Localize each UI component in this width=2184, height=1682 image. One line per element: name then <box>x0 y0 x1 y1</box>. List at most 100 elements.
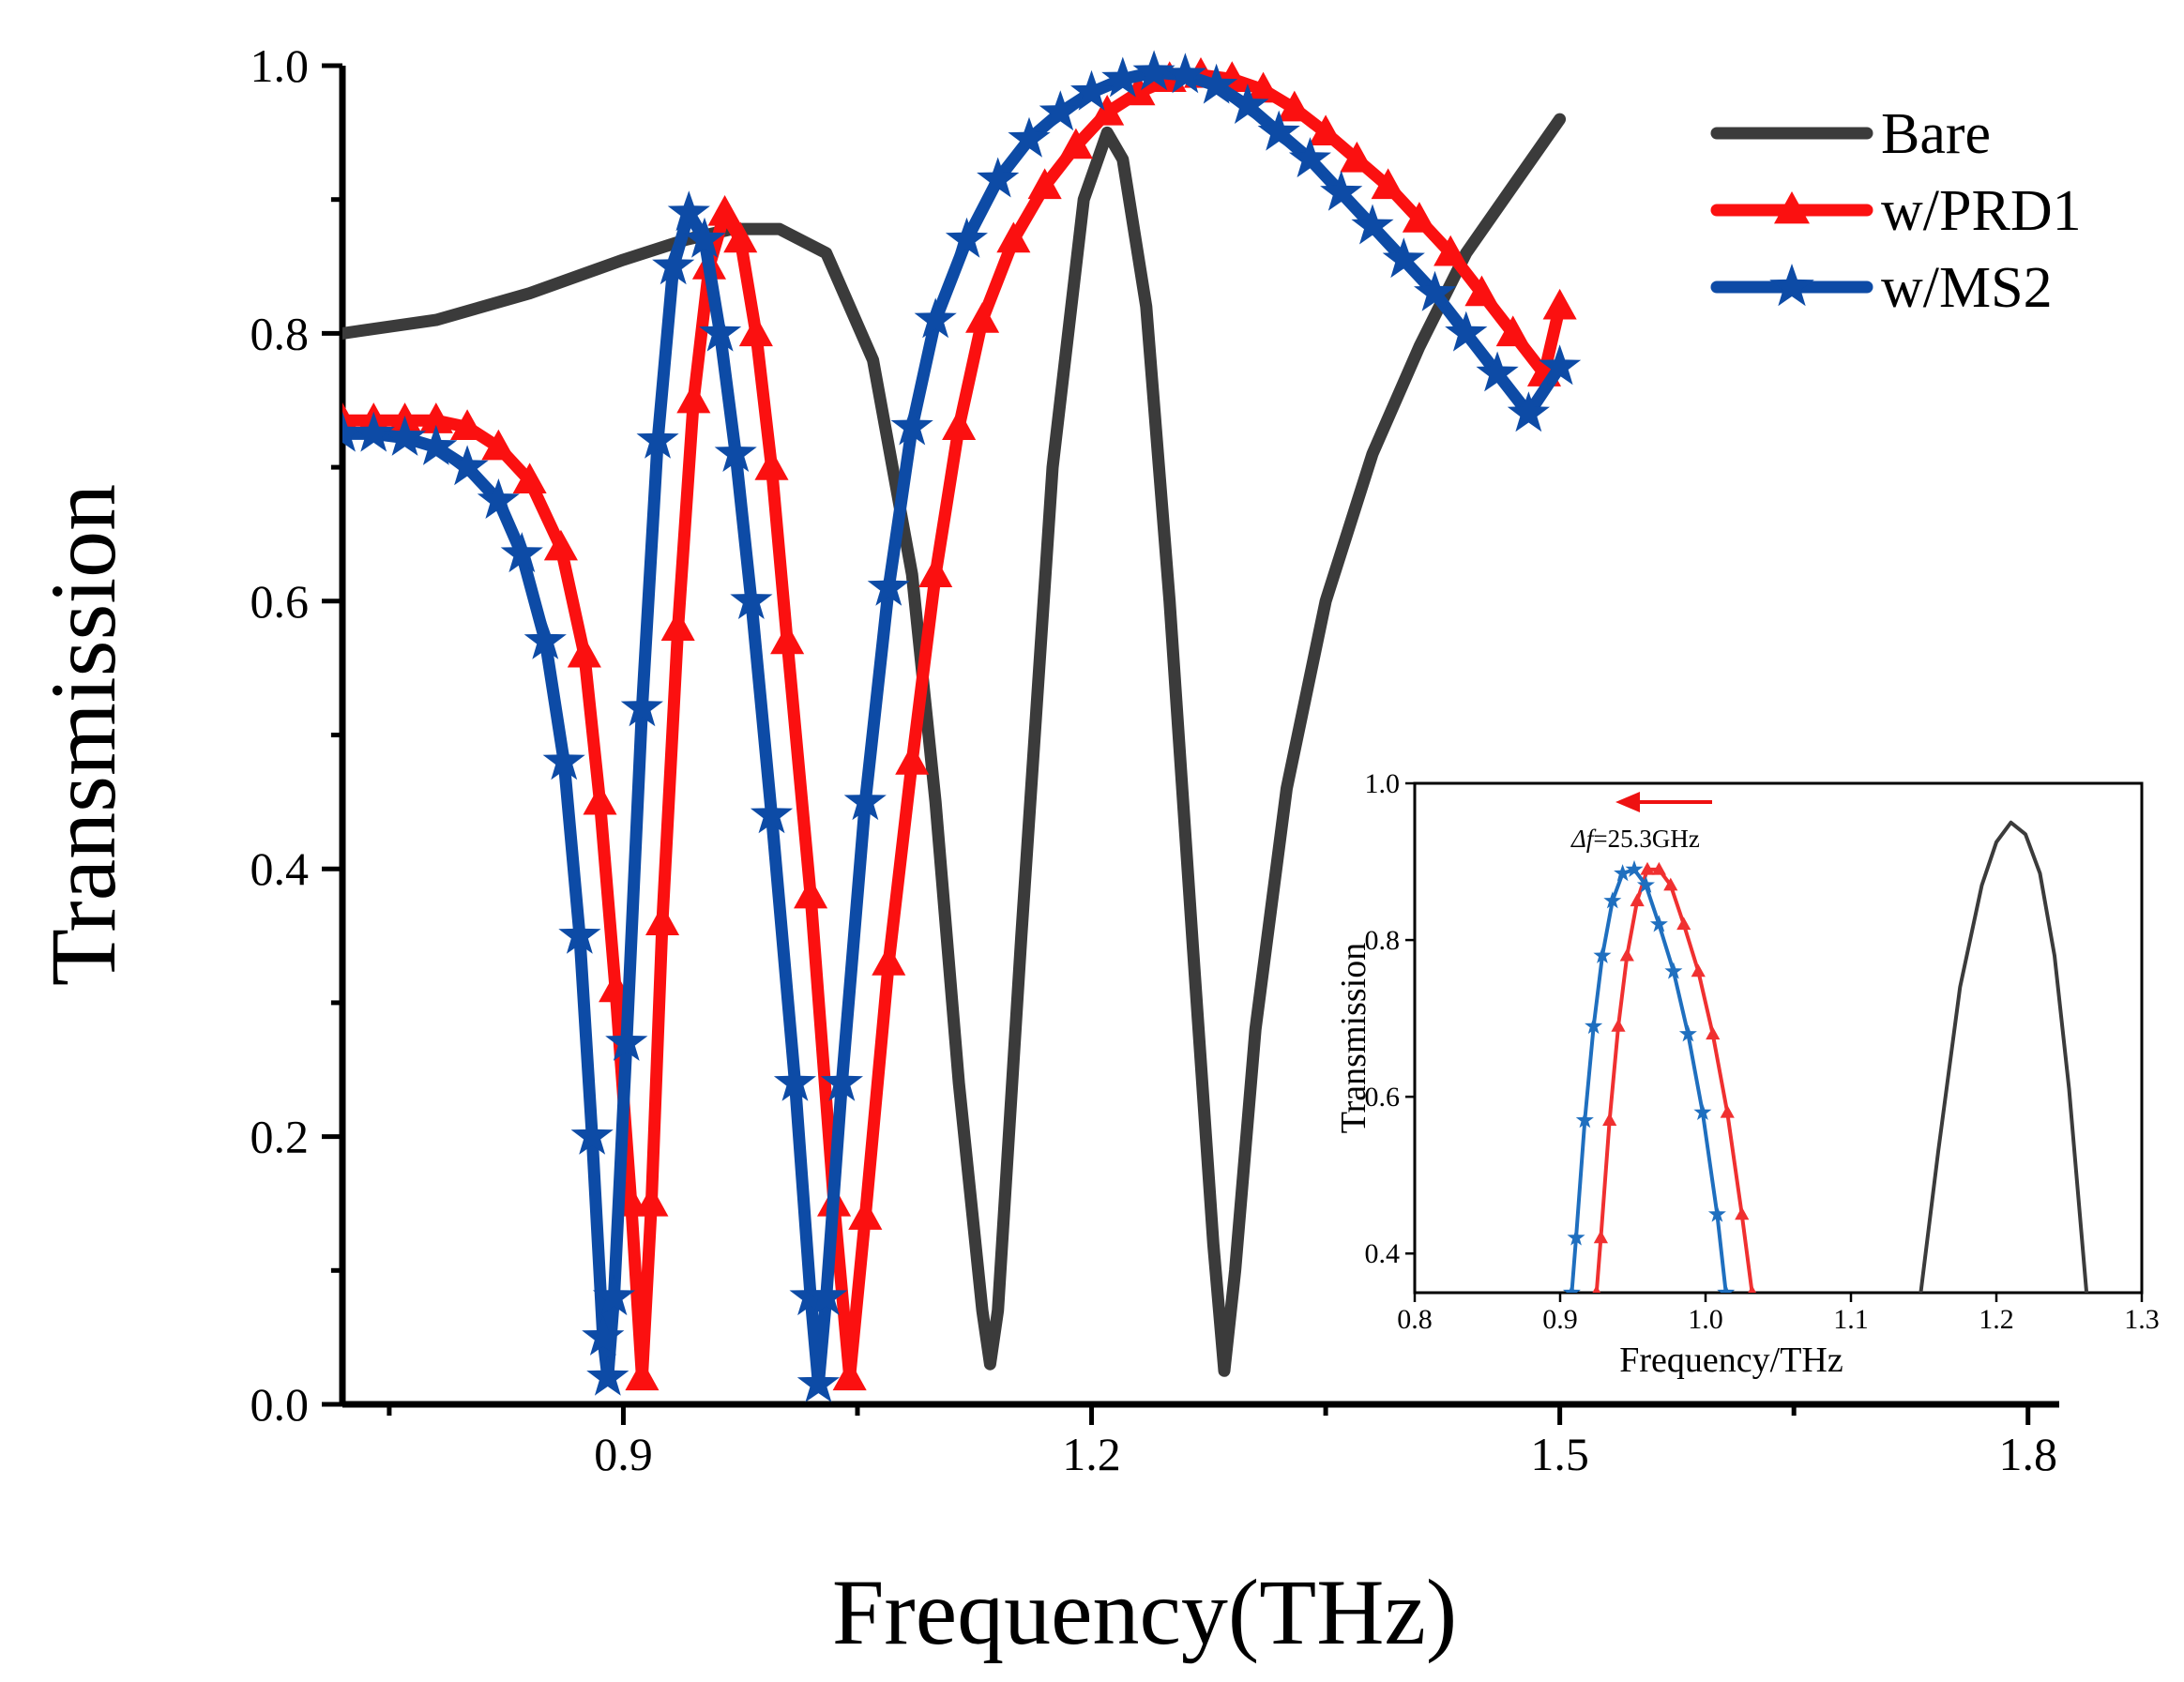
inset-data-point <box>1664 962 1683 979</box>
main-data-point <box>1121 74 1156 106</box>
main-data-point <box>542 739 585 780</box>
main-data-point <box>586 1355 629 1396</box>
main-data-point <box>512 462 547 494</box>
legend-label: Bare <box>1881 102 1991 166</box>
main-data-point <box>477 478 520 519</box>
inset-data-point <box>1611 1018 1626 1032</box>
main-data-point <box>1195 63 1238 104</box>
main-data-point <box>1542 288 1577 320</box>
main-data-point <box>1090 94 1125 126</box>
main-data-point <box>667 190 710 232</box>
main-data-point <box>1340 141 1374 173</box>
inset-data-point <box>1748 1285 1757 1293</box>
main-data-point <box>945 217 988 258</box>
inset-data-point <box>1707 1205 1726 1222</box>
main-data-point <box>750 793 794 834</box>
main-data-point <box>1008 116 1051 158</box>
main-data-point <box>636 417 679 459</box>
main-data-point <box>714 432 757 472</box>
main-data-point <box>1132 50 1175 91</box>
inset-data-point <box>1562 1283 1581 1293</box>
inset-x-tick-label: 0.8 <box>1397 1304 1433 1335</box>
main-data-point <box>805 1275 848 1316</box>
main-data-point <box>965 302 1000 333</box>
inset-data-point <box>1663 877 1678 891</box>
inset-data-point <box>1630 893 1645 907</box>
main-data-point <box>645 904 680 935</box>
main-data-point <box>625 1359 660 1391</box>
main-data-point <box>890 404 933 446</box>
main-data-point <box>1320 170 1363 211</box>
main-data-point <box>977 157 1020 198</box>
inset-data-point <box>1651 861 1666 875</box>
inset-x-axis-title: Frequency/THz <box>1619 1341 1843 1380</box>
inset-data-point <box>1649 915 1668 932</box>
main-data-point <box>676 382 711 414</box>
inset-y-tick-label: 0.6 <box>1365 1082 1401 1113</box>
legend-label: w/PRD1 <box>1881 179 2082 243</box>
main-data-point <box>723 221 758 253</box>
inset-frame <box>1413 781 2144 1295</box>
inset-data-point <box>1567 1228 1585 1246</box>
inset-data-point <box>1602 1113 1617 1126</box>
main-series-group <box>342 50 1582 1402</box>
main-data-point <box>848 1199 883 1230</box>
inset-x-tick-label: 1.3 <box>2124 1304 2160 1335</box>
main-data-point <box>683 217 726 258</box>
main-data-point <box>450 409 485 440</box>
main-data-point <box>1246 71 1281 103</box>
main-series-line-star <box>342 66 1567 1391</box>
main-data-point <box>1351 204 1394 245</box>
main-data-point <box>620 686 663 727</box>
main-y-axis-title: Transmission <box>31 484 135 986</box>
main-data-point <box>843 780 887 821</box>
legend-marker-triangle <box>1774 191 1810 224</box>
inset-series-line-none <box>1919 820 2089 1293</box>
main-data-point <box>1027 168 1062 200</box>
main-series-line-none <box>342 113 1567 1377</box>
delta-f-value: =25.3GHz <box>1593 825 1699 853</box>
main-data-point <box>558 913 601 954</box>
main-data-point <box>418 402 453 433</box>
inset-data-point <box>1678 1024 1697 1042</box>
inset-data-point <box>1691 963 1706 977</box>
main-data-point <box>699 311 742 352</box>
legend-label: w/MS2 <box>1881 256 2053 320</box>
main-data-point <box>820 1060 863 1101</box>
inset-data-point <box>1640 861 1655 875</box>
main-x-tick-label: 1.2 <box>1062 1428 1121 1480</box>
inset-data-point <box>1575 1111 1594 1129</box>
main-data-point <box>1433 235 1468 266</box>
main-data-point <box>1309 114 1343 146</box>
main-y-tick-label: 0.0 <box>250 1378 310 1431</box>
main-data-point <box>1382 237 1425 279</box>
inset-data-point <box>1676 917 1691 931</box>
main-data-point <box>583 783 617 815</box>
inset-data-point <box>1720 1104 1735 1118</box>
main-data-point <box>582 1314 625 1356</box>
main-data-point <box>543 529 578 561</box>
main-data-point <box>773 1060 816 1101</box>
main-panel: 0.9 1.2 1.5 1.8 0.0 0.2 0.4 0.6 0.8 1.0 Frequency(… <box>31 39 2059 1664</box>
inset-x-tick-label: 1.0 <box>1688 1304 1723 1335</box>
main-data-point <box>770 623 805 655</box>
inset-data-point <box>1614 864 1632 882</box>
inset-y-tick-label: 0.4 <box>1365 1238 1401 1269</box>
main-y-tick-label: 0.2 <box>250 1111 310 1163</box>
main-y-tick-label: 1.0 <box>250 39 310 92</box>
main-data-point <box>1257 110 1300 151</box>
inset-data-point <box>1706 1026 1721 1040</box>
main-data-point <box>1058 128 1093 159</box>
main-data-point <box>794 877 828 909</box>
main-data-point <box>867 565 910 606</box>
inset-data-point <box>1593 946 1612 963</box>
main-data-point <box>481 429 516 461</box>
inset-x-tick-label: 0.9 <box>1542 1304 1578 1335</box>
main-data-point <box>660 610 695 642</box>
main-data-point <box>652 244 695 285</box>
inset-data-point <box>1585 1017 1603 1035</box>
main-data-point <box>446 445 489 486</box>
main-data-point <box>352 411 395 452</box>
main-y-tick-label: 0.8 <box>250 307 310 359</box>
